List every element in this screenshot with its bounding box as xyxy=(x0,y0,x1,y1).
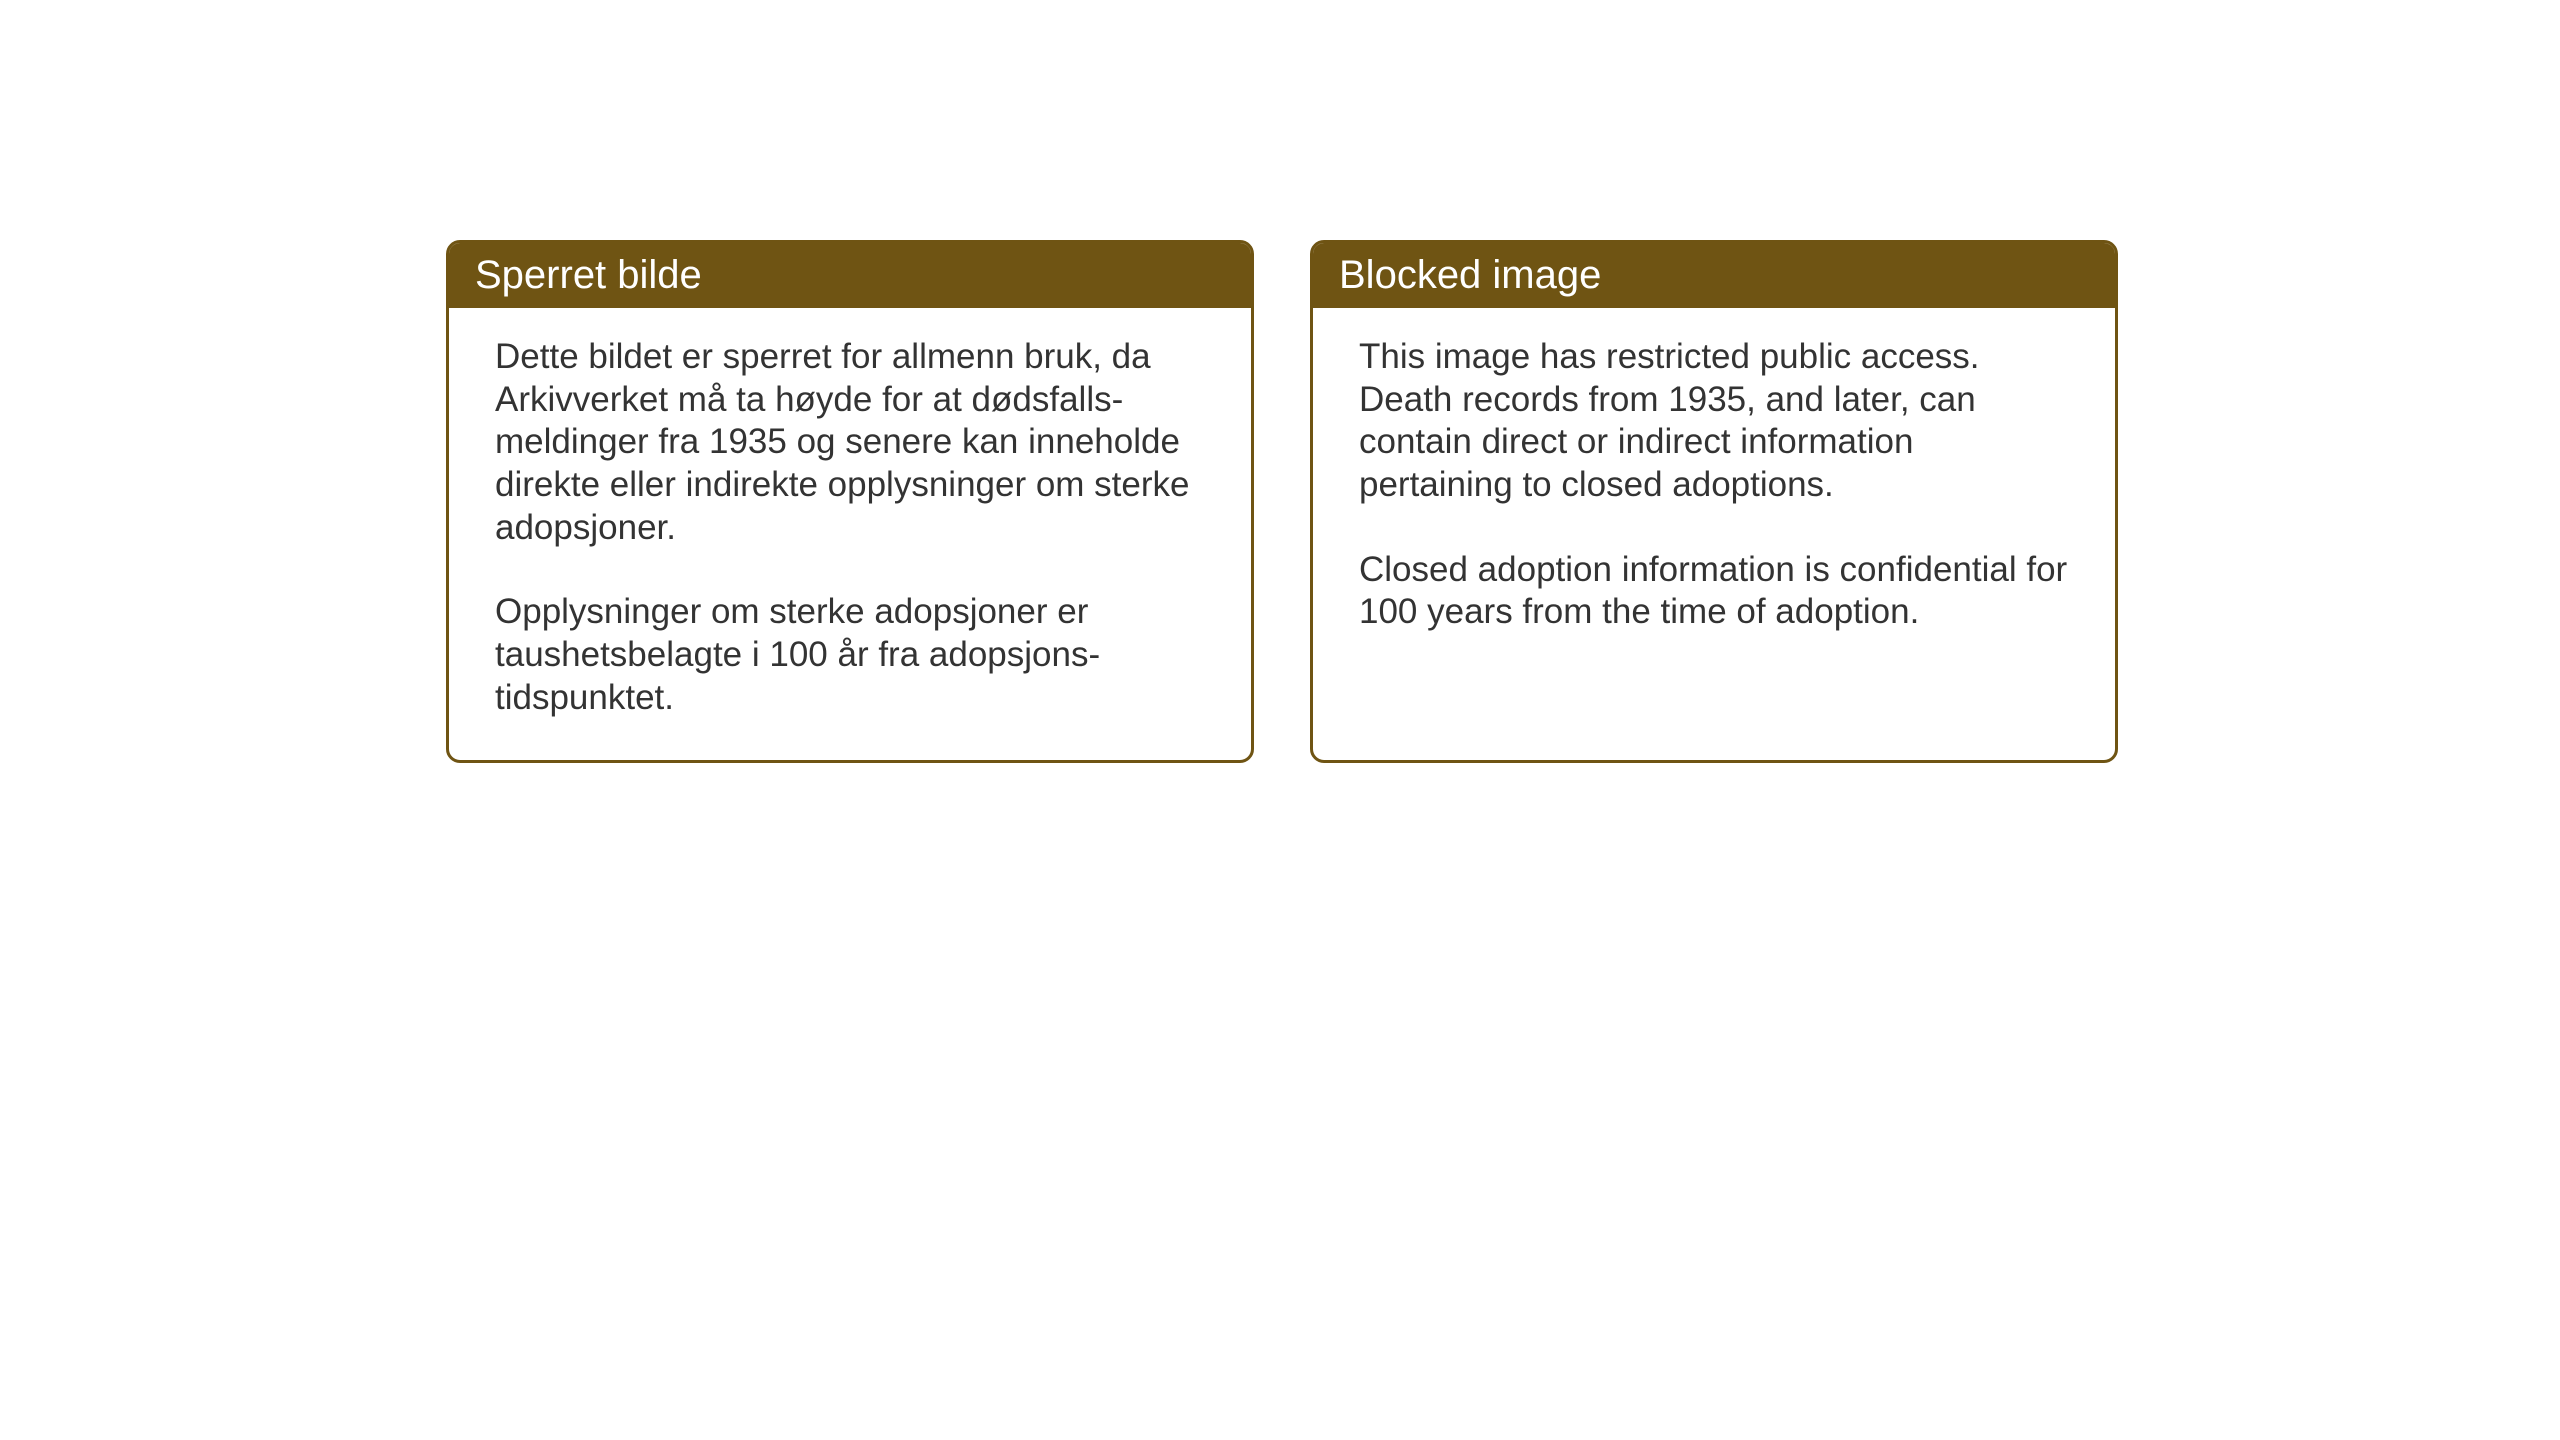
card-header-english: Blocked image xyxy=(1313,243,2115,308)
card-title-english: Blocked image xyxy=(1339,253,1601,297)
card-body-norwegian: Dette bildet er sperret for allmenn bruk… xyxy=(449,308,1251,760)
notice-container: Sperret bilde Dette bildet er sperret fo… xyxy=(0,0,2560,763)
card-body-english: This image has restricted public access.… xyxy=(1313,308,2115,716)
card-paragraph-norwegian-2: Opplysninger om sterke adopsjoner er tau… xyxy=(495,591,1205,719)
notice-card-norwegian: Sperret bilde Dette bildet er sperret fo… xyxy=(446,240,1254,763)
card-header-norwegian: Sperret bilde xyxy=(449,243,1251,308)
card-title-norwegian: Sperret bilde xyxy=(475,253,702,297)
card-paragraph-english-1: This image has restricted public access.… xyxy=(1359,336,2069,507)
card-paragraph-norwegian-1: Dette bildet er sperret for allmenn bruk… xyxy=(495,336,1205,549)
notice-card-english: Blocked image This image has restricted … xyxy=(1310,240,2118,763)
card-paragraph-english-2: Closed adoption information is confident… xyxy=(1359,549,2069,634)
